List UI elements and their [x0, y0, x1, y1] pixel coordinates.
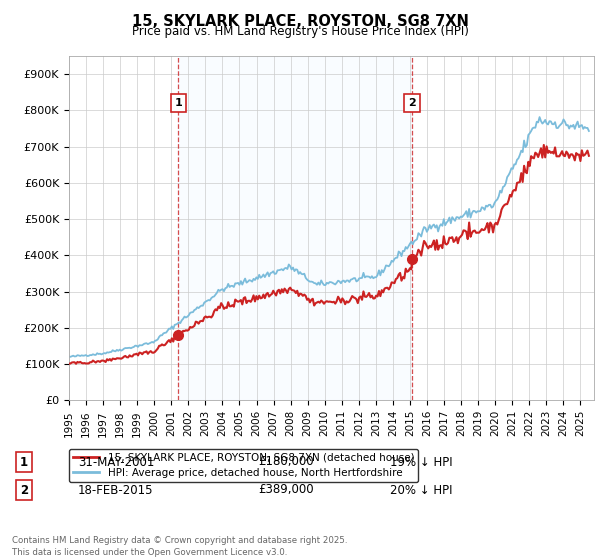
Text: 2: 2: [408, 98, 416, 108]
Text: 15, SKYLARK PLACE, ROYSTON, SG8 7XN: 15, SKYLARK PLACE, ROYSTON, SG8 7XN: [131, 14, 469, 29]
Legend: 15, SKYLARK PLACE, ROYSTON, SG8 7XN (detached house), HPI: Average price, detach: 15, SKYLARK PLACE, ROYSTON, SG8 7XN (det…: [69, 449, 418, 482]
Text: £180,000: £180,000: [258, 455, 314, 469]
Text: 1: 1: [20, 455, 28, 469]
Text: 19% ↓ HPI: 19% ↓ HPI: [390, 455, 452, 469]
Text: Price paid vs. HM Land Registry's House Price Index (HPI): Price paid vs. HM Land Registry's House …: [131, 25, 469, 38]
Text: £389,000: £389,000: [258, 483, 314, 497]
Bar: [178, 56, 412, 400]
Text: 20% ↓ HPI: 20% ↓ HPI: [390, 483, 452, 497]
Text: 31-MAY-2001: 31-MAY-2001: [78, 455, 154, 469]
Text: Contains HM Land Registry data © Crown copyright and database right 2025.
This d: Contains HM Land Registry data © Crown c…: [12, 536, 347, 557]
Text: 1: 1: [175, 98, 182, 108]
Text: 2: 2: [20, 483, 28, 497]
Text: 18-FEB-2015: 18-FEB-2015: [78, 483, 154, 497]
